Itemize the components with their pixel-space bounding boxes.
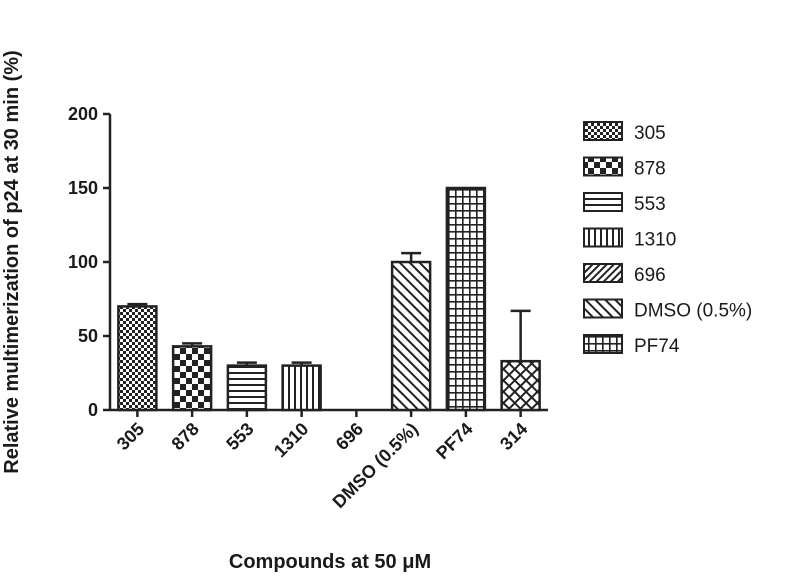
y-axis-title: Relative multimerization of p24 at 30 mi… (1, 50, 23, 473)
legend-swatch (583, 121, 623, 141)
legend-label: PF74 (634, 336, 680, 357)
bar-305 (117, 305, 158, 412)
legend-label: 1310 (634, 230, 676, 251)
y-tick-label: 50 (78, 326, 98, 346)
legend-swatch (583, 334, 623, 354)
x-tick-label: 314 (496, 419, 531, 454)
legend-label: 305 (634, 123, 666, 144)
y-tick-label: 150 (68, 178, 98, 198)
x-tick-label: 305 (113, 419, 148, 454)
legend-swatch (583, 298, 623, 319)
bar-878 (171, 345, 213, 412)
legend-swatch (583, 192, 623, 212)
legend-label: 553 (634, 194, 666, 215)
bar-553 (226, 364, 268, 412)
legend-swatch (583, 227, 623, 248)
bar-1310 (281, 364, 322, 412)
y-tick-label: 200 (68, 104, 98, 124)
legend-label: DMSO (0.5%) (634, 301, 752, 322)
x-tick-label: 1310 (270, 419, 312, 461)
bar-dmso-0-5- (390, 260, 432, 412)
x-tick-label: 553 (222, 419, 257, 454)
x-tick-label: PF74 (432, 419, 477, 464)
x-axis-title: Compounds at 50 μM (229, 551, 431, 573)
y-tick-label: 100 (68, 252, 98, 272)
x-tick-label: 878 (168, 419, 203, 454)
legend: 305 878 553 1310 696 DMSO (0.5%) PF74 (583, 121, 752, 357)
x-tick-label: 696 (332, 419, 367, 454)
legend-label: 696 (634, 265, 666, 286)
legend-label: 878 (634, 159, 666, 180)
y-tick-label: 0 (88, 400, 98, 420)
bar-pf74 (445, 186, 487, 412)
legend-swatch (583, 156, 623, 177)
legend-swatch (583, 263, 623, 283)
bar-314 (500, 359, 541, 412)
